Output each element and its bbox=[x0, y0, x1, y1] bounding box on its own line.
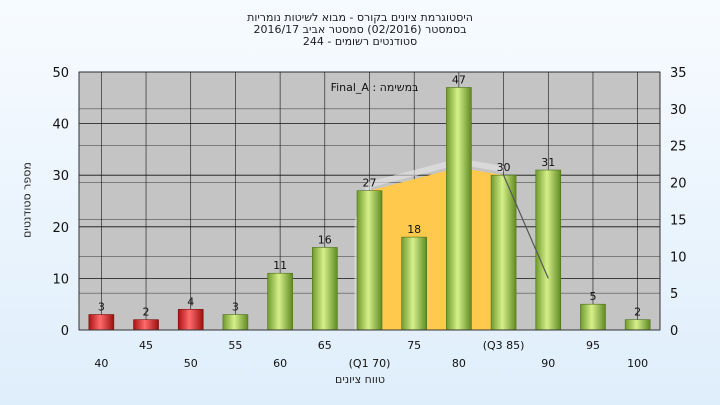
chart-annotation: Final_A : במשימה bbox=[331, 81, 419, 94]
bar-value-label: 4 bbox=[187, 295, 194, 308]
bar-value-label: 47 bbox=[452, 73, 466, 86]
y2-tick-label: 10 bbox=[670, 250, 687, 265]
bar-value-label: 2 bbox=[143, 306, 150, 319]
y2-tick-label: 35 bbox=[670, 66, 687, 81]
chart-title-line-2: בסמסטר (02/2016) סמסטר אביב 2016/17 bbox=[253, 23, 467, 36]
bar bbox=[535, 169, 562, 331]
y2-tick-label: 0 bbox=[670, 324, 678, 339]
bar bbox=[222, 314, 249, 331]
bar bbox=[580, 303, 606, 331]
x-tick-label: 55 bbox=[228, 339, 242, 352]
bar-value-label: 5 bbox=[589, 290, 596, 303]
y2-tick-label: 30 bbox=[670, 103, 687, 118]
y-axis-label: מספר סטודנטים bbox=[20, 162, 34, 238]
bar bbox=[490, 174, 517, 331]
y2-tick-label: 20 bbox=[670, 177, 687, 192]
y-tick-label: 20 bbox=[52, 221, 69, 236]
x-tick-label: 100 bbox=[627, 357, 648, 370]
x-tick-label: 45 bbox=[139, 339, 153, 352]
chart-title-line-3: סטודנטים רשומים - 244 bbox=[302, 35, 418, 48]
x-axis-label: טווח ציונים bbox=[335, 373, 385, 386]
x-tick-label: 75 bbox=[407, 339, 421, 352]
bar-value-label: 18 bbox=[407, 223, 421, 236]
bar-value-label: 2 bbox=[634, 306, 641, 319]
x-tick-label: (Q3 85) bbox=[483, 339, 525, 352]
bar-value-label: 31 bbox=[541, 156, 555, 169]
y-tick-label: 40 bbox=[52, 118, 69, 133]
bar bbox=[624, 319, 651, 331]
bar bbox=[401, 236, 427, 331]
x-tick-label: 95 bbox=[586, 339, 600, 352]
bar-value-label: 16 bbox=[318, 233, 332, 246]
overlay-line bbox=[503, 174, 549, 279]
y-tick-label: 0 bbox=[61, 324, 69, 339]
bar bbox=[88, 314, 115, 331]
bar-value-label: 3 bbox=[98, 301, 105, 314]
bar bbox=[177, 309, 204, 331]
chart-title-line-1: היסטוגרמת ציונים בקורס - מבוא לשיטות נומ… bbox=[247, 11, 473, 24]
x-tick-label: (Q1 70) bbox=[349, 357, 391, 370]
bar bbox=[133, 319, 159, 331]
quartile-band-area bbox=[369, 167, 504, 330]
x-tick-label: 65 bbox=[318, 339, 332, 352]
bar-value-label: 11 bbox=[273, 259, 287, 272]
x-tick-label: 60 bbox=[273, 357, 287, 370]
x-tick-label: 80 bbox=[452, 357, 466, 370]
y-tick-label: 10 bbox=[52, 272, 69, 287]
bar-value-label: 30 bbox=[497, 161, 511, 174]
bar bbox=[312, 247, 338, 331]
bar bbox=[267, 272, 293, 331]
x-tick-label: 90 bbox=[541, 357, 555, 370]
y2-tick-label: 5 bbox=[670, 287, 678, 302]
bar bbox=[446, 87, 472, 331]
x-tick-label: 40 bbox=[94, 357, 108, 370]
y2-tick-label: 25 bbox=[670, 140, 687, 155]
y2-tick-label: 15 bbox=[670, 213, 687, 228]
bar bbox=[356, 190, 383, 331]
bar-value-label: 27 bbox=[363, 177, 377, 190]
x-tick-label: 50 bbox=[184, 357, 198, 370]
bar-value-label: 3 bbox=[232, 301, 239, 314]
y-tick-label: 50 bbox=[52, 66, 69, 81]
y-tick-label: 30 bbox=[52, 169, 69, 184]
